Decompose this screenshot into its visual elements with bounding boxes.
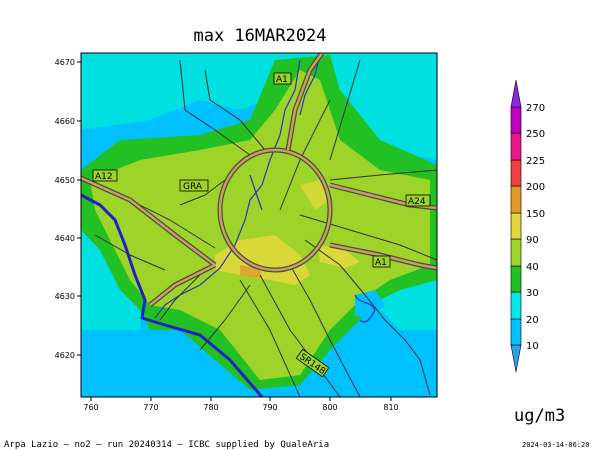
x-tick-label: 810 bbox=[383, 403, 398, 412]
road-label-gra: GRA bbox=[179, 179, 209, 192]
x-axis: 760 770 780 790 800 810 bbox=[83, 397, 399, 412]
major-roads bbox=[81, 53, 437, 307]
minor-roads bbox=[94, 59, 437, 397]
colorbar-label: 150 bbox=[526, 209, 545, 220]
colorbar-top-arrow bbox=[510, 79, 522, 108]
x-tick-label: 770 bbox=[143, 403, 158, 412]
colorbar-segment bbox=[510, 185, 522, 214]
svg-text:A12: A12 bbox=[95, 172, 113, 182]
footer-credit: Arpa Lazio — no2 — run 20240314 — ICBC s… bbox=[4, 440, 330, 450]
svg-text:A24: A24 bbox=[408, 197, 426, 207]
colorbar-label: 200 bbox=[526, 182, 545, 193]
colorbar-bottom-arrow bbox=[510, 344, 522, 373]
concentration-map bbox=[81, 53, 437, 397]
colorbar-segment bbox=[510, 106, 522, 134]
svg-text:A1: A1 bbox=[375, 258, 387, 268]
colorbar-label: 270 bbox=[526, 103, 545, 114]
colorbar-label: 225 bbox=[526, 156, 545, 167]
colorbar bbox=[510, 79, 522, 373]
y-tick-label: 4630 bbox=[55, 292, 75, 301]
colorbar-label: 30 bbox=[526, 288, 539, 299]
colorbar-segment bbox=[510, 212, 522, 240]
colorbar-segment bbox=[510, 159, 522, 187]
colorbar-label: 40 bbox=[526, 262, 539, 273]
colorbar-label: 10 bbox=[526, 341, 539, 352]
y-tick-label: 4670 bbox=[55, 58, 75, 67]
footer-timestamp: 2024-03-14-06:20 bbox=[522, 441, 590, 449]
colorbar-labels: 10 20 30 40 90 150 200 225 250 270 bbox=[526, 103, 545, 352]
colorbar-segment bbox=[510, 265, 522, 293]
y-axis: 4670 4660 4650 4640 4630 4620 bbox=[55, 58, 81, 360]
unit-label: ug/m3 bbox=[514, 406, 566, 426]
rivers bbox=[154, 54, 376, 323]
x-tick-label: 780 bbox=[203, 403, 218, 412]
svg-text:GRA: GRA bbox=[183, 182, 203, 192]
y-tick-label: 4640 bbox=[55, 234, 75, 243]
colorbar-segment bbox=[510, 132, 522, 161]
coastline bbox=[81, 193, 264, 397]
svg-text:A1: A1 bbox=[276, 75, 288, 85]
road-label-a1-north: A1 bbox=[273, 72, 292, 85]
road-label-a24: A24 bbox=[405, 194, 431, 207]
colorbar-segment bbox=[510, 291, 522, 320]
y-tick-label: 4650 bbox=[55, 176, 75, 185]
map-frame bbox=[80, 52, 438, 398]
colorbar-segment bbox=[510, 238, 522, 267]
x-tick-label: 800 bbox=[322, 403, 337, 412]
x-tick-label: 760 bbox=[83, 403, 98, 412]
colorbar-label: 90 bbox=[526, 235, 539, 246]
colorbar-segment bbox=[510, 318, 522, 346]
road-label-sr148: SR148 bbox=[295, 348, 330, 378]
colorbar-label: 250 bbox=[526, 129, 545, 140]
x-tick-label: 790 bbox=[262, 403, 277, 412]
colorbar-label: 20 bbox=[526, 315, 539, 326]
y-tick-label: 4620 bbox=[55, 351, 75, 360]
y-tick-label: 4660 bbox=[55, 117, 75, 126]
road-label-a1-south: A1 bbox=[372, 255, 391, 268]
road-label-a12: A12 bbox=[92, 169, 118, 182]
map-title: max 16MAR2024 bbox=[193, 26, 327, 46]
